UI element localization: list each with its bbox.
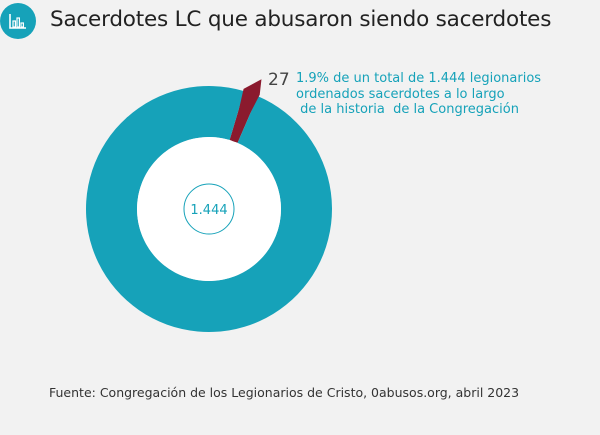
donut-slice-rest bbox=[85, 85, 332, 332]
chart-title: Sacerdotes LC que abusaron siendo sacerd… bbox=[50, 7, 552, 32]
donut-hole bbox=[137, 137, 281, 281]
slice-count-label: 27 bbox=[268, 70, 290, 90]
bar-chart-icon bbox=[0, 3, 36, 39]
center-total-label: 1.444 bbox=[190, 203, 227, 218]
center-circle bbox=[183, 183, 235, 235]
donut-slice-pointer bbox=[228, 79, 262, 156]
source-note: Fuente: Congregación de los Legionarios … bbox=[49, 385, 520, 400]
chart-annotation: 1.9% de un total de 1.444 legionarios or… bbox=[296, 71, 542, 117]
